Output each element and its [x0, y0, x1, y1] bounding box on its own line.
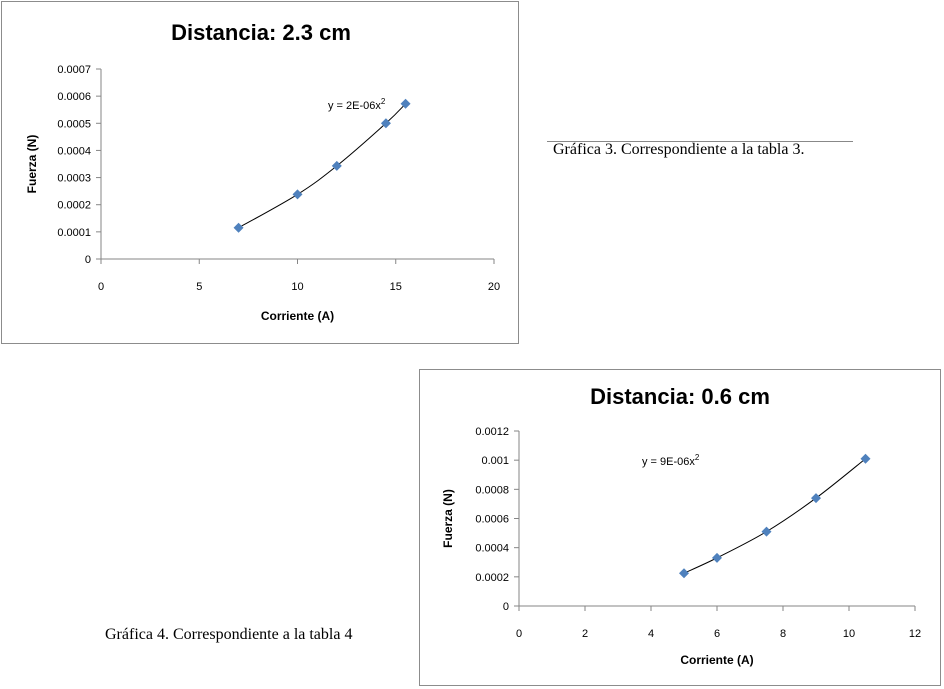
y-tick-label: 0 [85, 254, 91, 266]
data-point [233, 222, 244, 233]
trendline-exponent: 2 [695, 453, 700, 462]
trendline-equation: y = 2E-06x2 [328, 97, 386, 112]
trendline [238, 103, 406, 229]
x-tick-label: 5 [196, 281, 202, 293]
data-point [380, 118, 391, 129]
data-point [761, 526, 772, 537]
chart-distancia-2-3: Distancia: 2.3 cm 0 0.0001 0.0002 0.0003 0.00… [1, 1, 519, 344]
chart-title: Distancia: 0.6 cm [590, 384, 770, 409]
x-axis-label: Corriente (A) [680, 653, 753, 667]
x-tick-label: 2 [582, 628, 588, 640]
x-tick-label: 10 [291, 281, 303, 293]
chart-svg: Distancia: 0.6 cm 0 0.0002 0.0004 0.0006 0.00… [441, 384, 921, 667]
y-axis-label: Fuerza (N) [441, 489, 455, 548]
y-tick-label: 0.0001 [57, 227, 91, 239]
data-point [292, 189, 303, 200]
x-tick-label: 10 [843, 628, 855, 640]
x-tick-label: 4 [648, 628, 654, 640]
data-point [400, 98, 411, 109]
x-tick-label: 20 [488, 281, 500, 293]
y-tick-label: 0.0005 [57, 118, 91, 130]
data-point [712, 552, 722, 563]
y-tick-label: 0.0002 [57, 200, 91, 212]
y-tick-label: 0.0004 [57, 145, 91, 157]
chart-title: Distancia: 2.3 cm [171, 20, 351, 45]
x-axis-label: Corriente (A) [261, 309, 334, 323]
x-tick-label: 6 [714, 628, 720, 640]
x-tick-label: 12 [909, 628, 921, 640]
chart-distancia-0-6: Distancia: 0.6 cm 0 0.0002 0.0004 0.0006 0.00… [419, 369, 941, 686]
y-tick-label: 0.0008 [475, 484, 509, 496]
y-tick-label: 0.0002 [475, 572, 509, 584]
chart-svg: Distancia: 2.3 cm 0 0.0001 0.0002 0.0003 0.00… [25, 20, 500, 323]
y-axis-label: Fuerza (N) [25, 135, 39, 194]
data-point [679, 568, 689, 579]
y-tick-label: 0.0012 [475, 426, 509, 438]
y-tick-label: 0.0006 [475, 514, 509, 526]
data-point [811, 493, 821, 504]
caption-graph-4: Gráfica 4. Correspondiente a la tabla 4 [105, 626, 353, 643]
x-tick-label: 15 [390, 281, 402, 293]
x-tick-label: 8 [780, 628, 786, 640]
caption-graph-3: Gráfica 3. Correspondiente a la tabla 3. [553, 141, 805, 158]
trendline-exponent: 2 [381, 97, 386, 106]
y-tick-label: 0 [503, 601, 509, 613]
trendline-equation: y = 9E-06x2 [642, 453, 700, 468]
x-tick-label: 0 [516, 628, 522, 640]
data-point [860, 453, 871, 464]
y-tick-label: 0.0006 [57, 91, 91, 103]
y-tick-label: 0.0003 [57, 173, 91, 185]
trendline [683, 458, 866, 574]
x-tick-label: 0 [98, 281, 104, 293]
y-tick-label: 0.0007 [57, 64, 91, 76]
y-tick-label: 0.0004 [475, 543, 509, 555]
caption-rule [547, 141, 853, 142]
y-tick-label: 0.001 [481, 455, 509, 467]
data-point [331, 160, 342, 171]
